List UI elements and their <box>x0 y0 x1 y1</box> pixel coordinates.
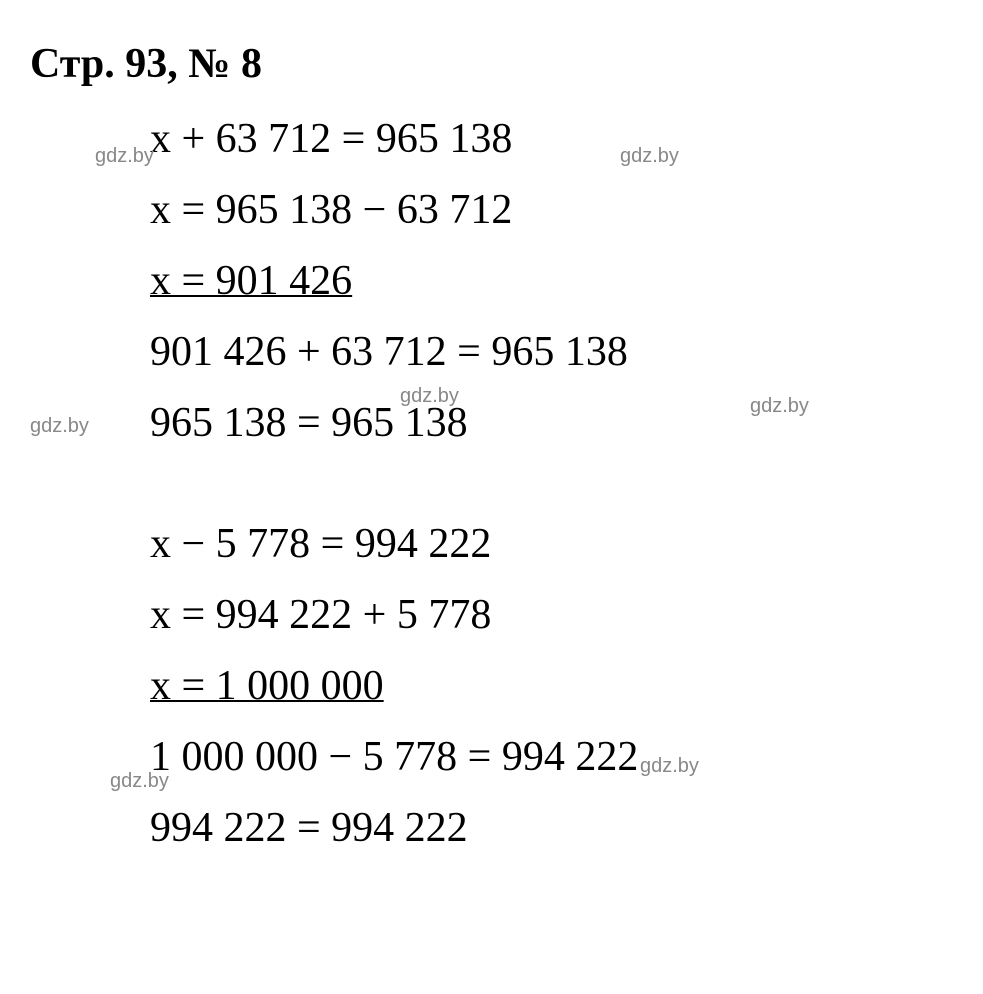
equation-line: x + 63 712 = 965 138 <box>150 108 953 171</box>
equation-check: 994 222 = 994 222 <box>150 797 953 860</box>
page-title: Стр. 93, № 8 <box>30 40 953 88</box>
equation-line: x = 965 138 − 63 712 <box>150 179 953 242</box>
spacer <box>30 463 953 513</box>
equation-answer: x = 901 426 <box>150 250 953 313</box>
equation-line: x = 994 222 + 5 778 <box>150 584 953 647</box>
equation-check: 1 000 000 − 5 778 = 994 222 <box>150 726 953 789</box>
equation-line: x − 5 778 = 994 222 <box>150 513 953 576</box>
problem-1: x + 63 712 = 965 138 x = 965 138 − 63 71… <box>150 108 953 455</box>
watermark: gdz.by <box>95 145 154 168</box>
equation-answer: x = 1 000 000 <box>150 655 953 718</box>
problem-2: x − 5 778 = 994 222 x = 994 222 + 5 778 … <box>150 513 953 860</box>
equation-check: 901 426 + 63 712 = 965 138 <box>150 321 953 384</box>
equation-check: 965 138 = 965 138 <box>150 392 953 455</box>
watermark: gdz.by <box>30 415 89 438</box>
